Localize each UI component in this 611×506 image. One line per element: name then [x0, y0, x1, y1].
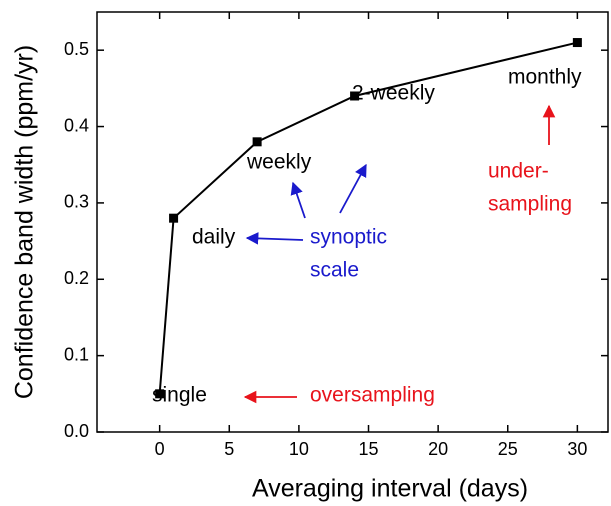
x-tick-label: 0	[155, 439, 165, 459]
x-tick-label: 25	[498, 439, 518, 459]
x-axis-label: Averaging interval (days)	[252, 475, 528, 503]
y-tick-label: 0.3	[64, 192, 89, 212]
y-tick-label: 0.4	[64, 115, 89, 135]
point-marker	[169, 213, 179, 223]
annotation: sampling	[488, 193, 572, 216]
annotation: single	[152, 384, 207, 407]
y-tick-label: 0.2	[64, 268, 89, 288]
annotation: 2-weekly	[352, 82, 435, 105]
annotation: daily	[192, 226, 236, 249]
annotation: scale	[310, 259, 359, 282]
x-tick-label: 10	[289, 439, 309, 459]
x-tick-label: 15	[358, 439, 378, 459]
x-tick-label: 20	[428, 439, 448, 459]
arrow	[290, 181, 306, 219]
point-marker	[155, 389, 165, 399]
point-marker	[350, 91, 360, 101]
plot-frame	[96, 11, 609, 433]
annotation: weekly	[246, 151, 312, 174]
x-tick-label: 30	[567, 439, 587, 459]
y-tick-label: 0.0	[64, 421, 89, 441]
arrow	[245, 232, 304, 245]
annotation: oversampling	[310, 384, 435, 407]
point-marker	[252, 137, 262, 147]
y-tick-label: 0.5	[64, 39, 89, 59]
x-tick-label: 5	[224, 439, 234, 459]
point-marker	[572, 38, 582, 48]
annotation: monthly	[508, 66, 582, 89]
y-axis-label: Confidence band width (ppm/yr)	[11, 45, 39, 399]
annotation: under-	[488, 160, 549, 183]
arrow	[339, 163, 367, 214]
y-tick-label: 0.1	[64, 344, 89, 364]
annotation: synoptic	[310, 226, 387, 249]
